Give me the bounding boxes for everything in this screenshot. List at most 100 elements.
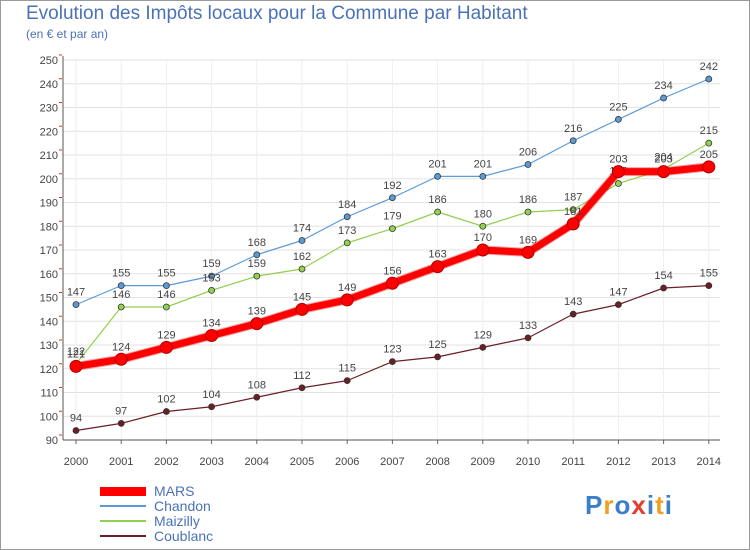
data-label-mars: 149 — [338, 282, 356, 294]
data-label-chandon: 225 — [609, 101, 627, 113]
data-point-maizilly — [208, 286, 216, 294]
legend-item-maizilly: Maizilly — [100, 513, 300, 529]
data-point-chandon — [434, 172, 442, 180]
data-point-maizilly — [117, 303, 125, 311]
data-point-mars — [611, 165, 625, 179]
y-tick-label: 120 — [40, 364, 58, 376]
data-label-mars: 181 — [564, 206, 582, 218]
data-label-mars: 129 — [157, 329, 175, 341]
data-point-coublanc — [705, 282, 713, 290]
y-tick-label: 210 — [40, 150, 58, 162]
data-label-mars: 124 — [112, 341, 130, 353]
data-point-chandon — [569, 137, 577, 145]
data-point-coublanc — [208, 403, 216, 411]
data-label-maizilly: 186 — [519, 194, 537, 206]
data-label-chandon: 216 — [564, 123, 582, 135]
data-point-maizilly — [479, 222, 487, 230]
legend-swatch — [100, 505, 146, 507]
legend-label: Coublanc — [154, 528, 214, 544]
y-tick-label: 110 — [40, 388, 58, 400]
data-label-maizilly: 187 — [564, 192, 582, 204]
chart-title: Evolution des Impôts locaux pour la Comm… — [26, 3, 528, 24]
data-label-mars: 170 — [474, 232, 492, 244]
data-point-maizilly — [705, 139, 713, 147]
data-label-chandon: 242 — [700, 61, 718, 73]
data-point-coublanc — [72, 427, 80, 434]
data-label-mars: 203 — [609, 154, 627, 166]
data-label-maizilly: 146 — [112, 289, 130, 301]
logo-letter: P — [585, 490, 604, 520]
x-tick-label: 2006 — [335, 456, 359, 468]
data-label-coublanc: 94 — [70, 413, 82, 425]
legend-label: Chandon — [154, 498, 211, 514]
data-point-maizilly — [524, 208, 532, 216]
data-point-maizilly — [162, 303, 170, 311]
data-label-maizilly: 159 — [248, 258, 266, 270]
data-point-chandon — [298, 237, 306, 244]
x-tick-label: 2007 — [380, 456, 404, 468]
data-label-chandon: 201 — [428, 158, 446, 170]
y-tick-label: 100 — [40, 411, 58, 423]
data-point-coublanc — [479, 343, 487, 351]
legend-item-mars: MARS — [100, 483, 300, 499]
data-point-maizilly — [253, 272, 261, 280]
data-point-coublanc — [298, 384, 306, 392]
data-label-chandon: 234 — [654, 80, 672, 92]
data-point-coublanc — [569, 310, 577, 318]
data-label-maizilly: 215 — [700, 125, 718, 137]
data-label-maizilly: 173 — [338, 225, 356, 237]
data-point-mars — [521, 245, 535, 259]
data-point-mars — [250, 317, 264, 331]
data-label-maizilly: 204 — [654, 151, 672, 163]
data-label-coublanc: 133 — [519, 320, 537, 332]
data-label-coublanc: 115 — [338, 363, 356, 375]
data-point-mars — [385, 276, 399, 290]
y-tick-label: 160 — [40, 269, 58, 281]
data-label-mars: 145 — [293, 291, 311, 303]
y-tick-label: 240 — [40, 79, 58, 91]
x-tick-label: 2010 — [516, 456, 540, 468]
data-point-chandon — [72, 301, 80, 309]
data-label-chandon: 168 — [248, 237, 266, 249]
y-tick-label: 180 — [40, 221, 58, 233]
data-point-coublanc — [162, 408, 170, 415]
y-tick-label: 250 — [40, 55, 58, 67]
data-point-mars — [566, 217, 580, 231]
data-point-chandon — [615, 115, 622, 123]
data-label-maizilly: 186 — [428, 194, 446, 206]
legend-label: MARS — [154, 483, 195, 499]
data-label-maizilly: 146 — [157, 289, 175, 301]
x-tick-label: 2001 — [109, 456, 133, 468]
data-point-chandon — [253, 251, 261, 259]
data-label-mars: 163 — [428, 249, 446, 261]
data-point-chandon — [705, 75, 713, 83]
data-label-mars: 169 — [519, 234, 537, 246]
chart-subtitle: (en € et par an) — [26, 27, 109, 41]
x-tick-label: 2004 — [245, 456, 269, 468]
data-point-maizilly — [569, 206, 577, 214]
data-label-maizilly: 122 — [67, 346, 85, 358]
data-point-coublanc — [615, 301, 622, 309]
data-label-coublanc: 125 — [428, 339, 446, 351]
data-point-maizilly — [388, 225, 396, 233]
data-point-chandon — [343, 213, 351, 221]
data-label-coublanc: 112 — [293, 370, 311, 382]
data-point-mars — [476, 243, 490, 257]
x-tick-label: 2002 — [154, 456, 178, 468]
data-point-mars — [69, 359, 83, 373]
data-point-chandon — [162, 282, 170, 290]
data-label-coublanc: 104 — [202, 389, 220, 401]
x-tick-label: 2012 — [606, 456, 630, 468]
data-point-coublanc — [253, 393, 261, 401]
legend-swatch — [100, 520, 146, 522]
y-tick-label: 220 — [40, 126, 58, 138]
data-point-mars — [114, 352, 128, 366]
data-point-chandon — [388, 194, 396, 202]
data-label-coublanc: 123 — [383, 344, 401, 356]
data-point-chandon — [479, 172, 487, 180]
data-label-coublanc: 129 — [474, 329, 492, 341]
logo-letter: i — [664, 490, 673, 520]
data-label-maizilly: 153 — [202, 272, 220, 284]
data-label-mars: 134 — [202, 318, 220, 330]
x-tick-label: 2005 — [290, 456, 314, 468]
